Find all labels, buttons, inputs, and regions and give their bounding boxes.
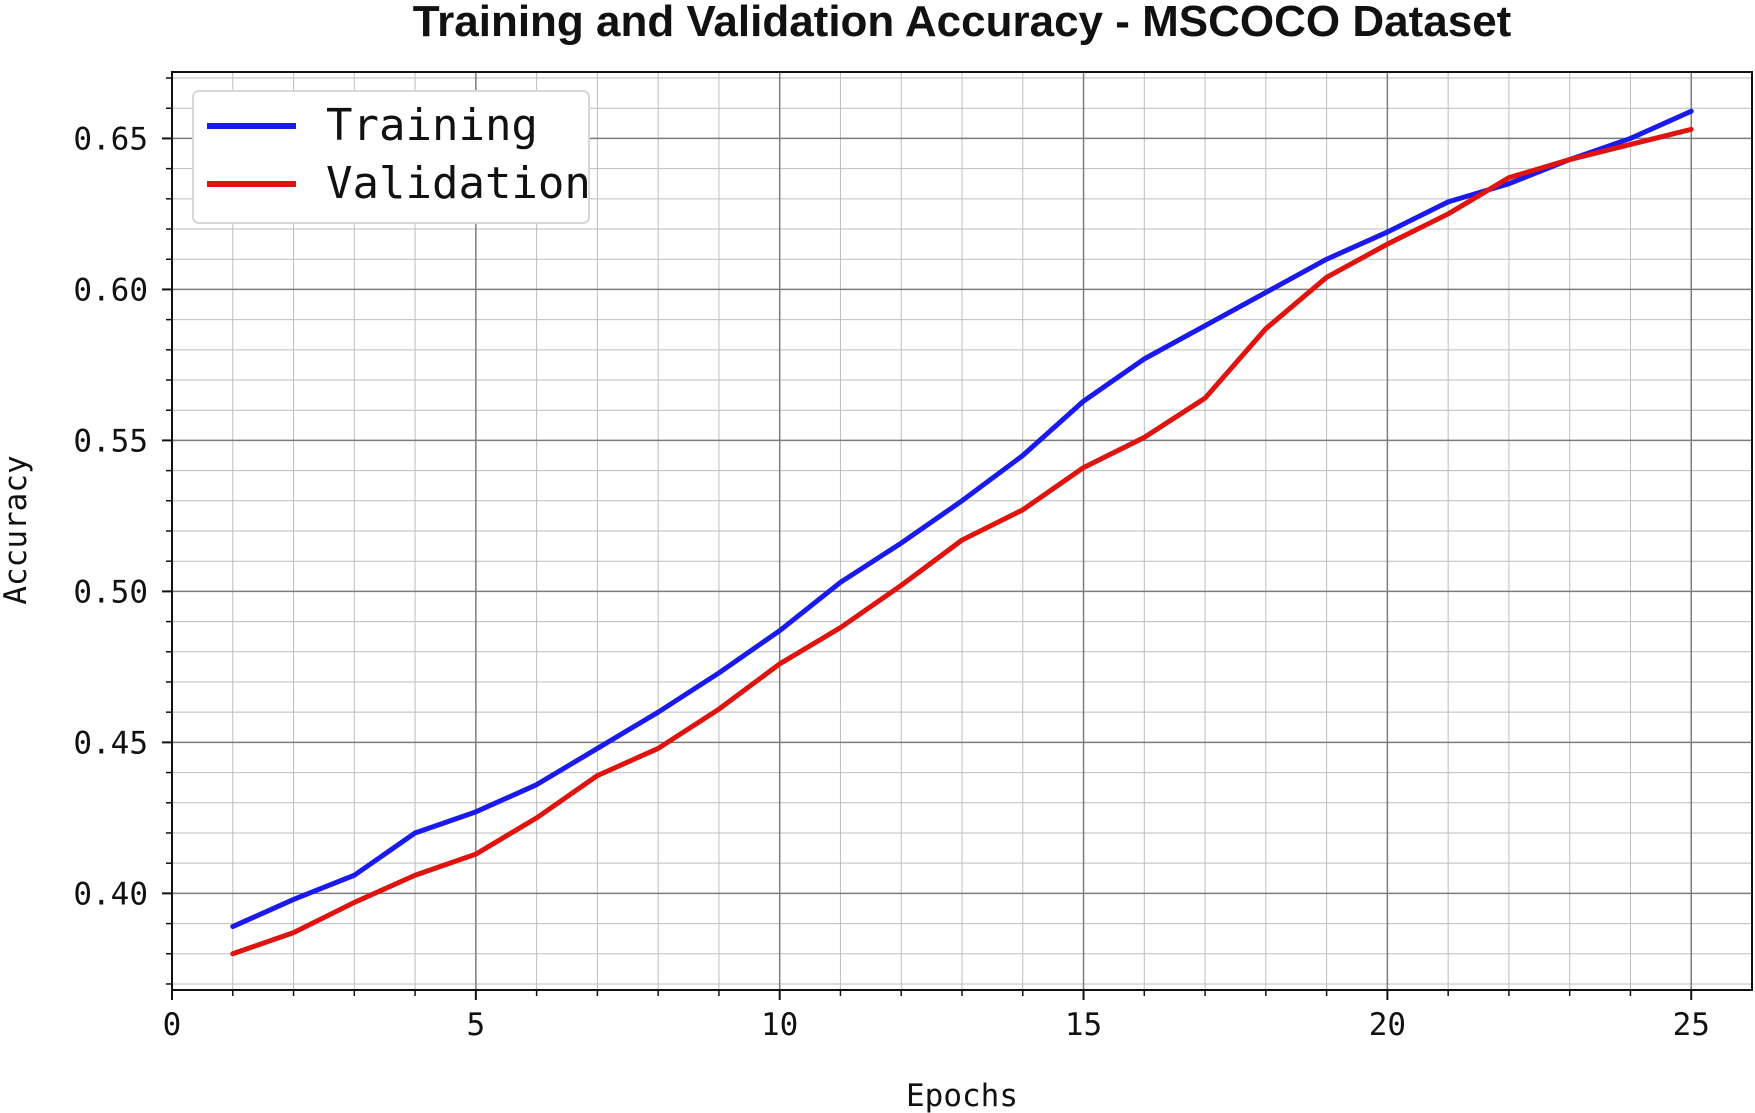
- legend-validation-label: Validation: [326, 158, 591, 209]
- minor-grid: [172, 72, 1752, 990]
- x-tick-label: 5: [467, 1007, 486, 1043]
- legend-training-label: Training: [326, 100, 538, 151]
- chart-title: Training and Validation Accuracy - MSCOC…: [413, 0, 1512, 46]
- x-tick-label: 25: [1673, 1007, 1710, 1043]
- y-axis-ticks: 0.40 0.45 0.50 0.55 0.60 0.65: [73, 77, 172, 985]
- legend: Training Validation: [192, 90, 591, 224]
- x-axis-ticks: 0 5 10 15 20 25: [163, 990, 1710, 1043]
- plot-frame: [171, 71, 1753, 991]
- x-tick-label: 10: [761, 1007, 798, 1043]
- training-series-line: [230, 108, 1694, 930]
- x-tick-label: 15: [1065, 1007, 1102, 1043]
- y-tick-label: 0.45: [73, 725, 148, 761]
- series-layer: [230, 108, 1694, 957]
- y-tick-label: 0.60: [73, 272, 148, 308]
- y-tick-label: 0.40: [73, 876, 148, 912]
- x-tick-label: 0: [163, 1007, 182, 1043]
- x-axis-label: Epochs: [906, 1078, 1018, 1113]
- y-tick-label: 0.55: [73, 423, 148, 459]
- x-tick-label: 20: [1369, 1007, 1406, 1043]
- validation-series-line: [230, 126, 1694, 957]
- y-tick-label: 0.50: [73, 574, 148, 610]
- y-axis-label: Accuracy: [0, 455, 34, 604]
- y-tick-label: 0.65: [73, 121, 148, 157]
